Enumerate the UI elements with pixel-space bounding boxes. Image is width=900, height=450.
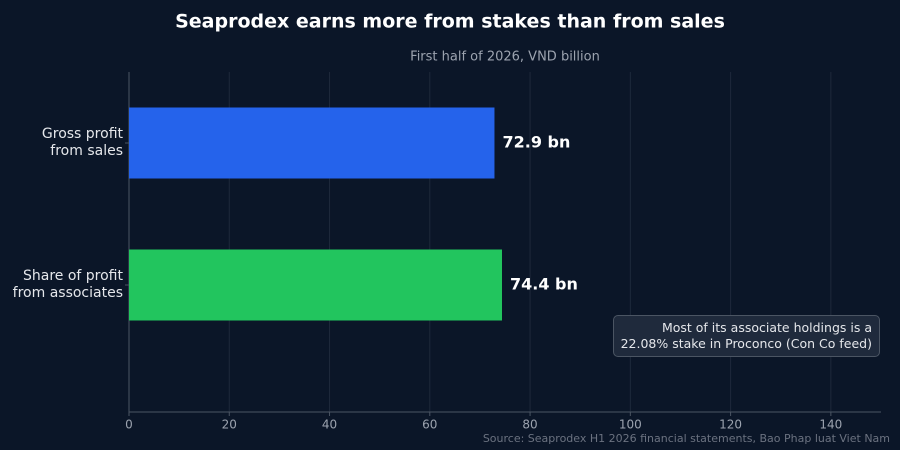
x-tick-label: 0 [125, 418, 133, 432]
value-label: 74.4 bn [510, 275, 578, 294]
y-tick-label: Gross profit from sales [41, 126, 123, 159]
x-tick-label: 120 [719, 418, 742, 432]
annotation: Most of its associate holdings is a 22.0… [612, 315, 880, 357]
source: Source: Seaprodex H1 2026 financial stat… [483, 432, 890, 445]
chart-subtitle: First half of 2026, VND billion [410, 50, 600, 65]
bar [129, 249, 502, 321]
x-tick-label: 80 [522, 418, 537, 432]
x-tick-label: 140 [819, 418, 842, 432]
x-tick-label: 100 [619, 418, 642, 432]
bar [129, 107, 495, 179]
x-tick-label: 20 [222, 418, 237, 432]
x-tick-label: 60 [422, 418, 437, 432]
x-tick-label: 40 [322, 418, 337, 432]
y-tick-label: Share of profit from associates [12, 268, 123, 301]
value-label: 72.9 bn [502, 133, 570, 152]
chart-title: Seaprodex earns more from stakes than fr… [175, 11, 725, 33]
